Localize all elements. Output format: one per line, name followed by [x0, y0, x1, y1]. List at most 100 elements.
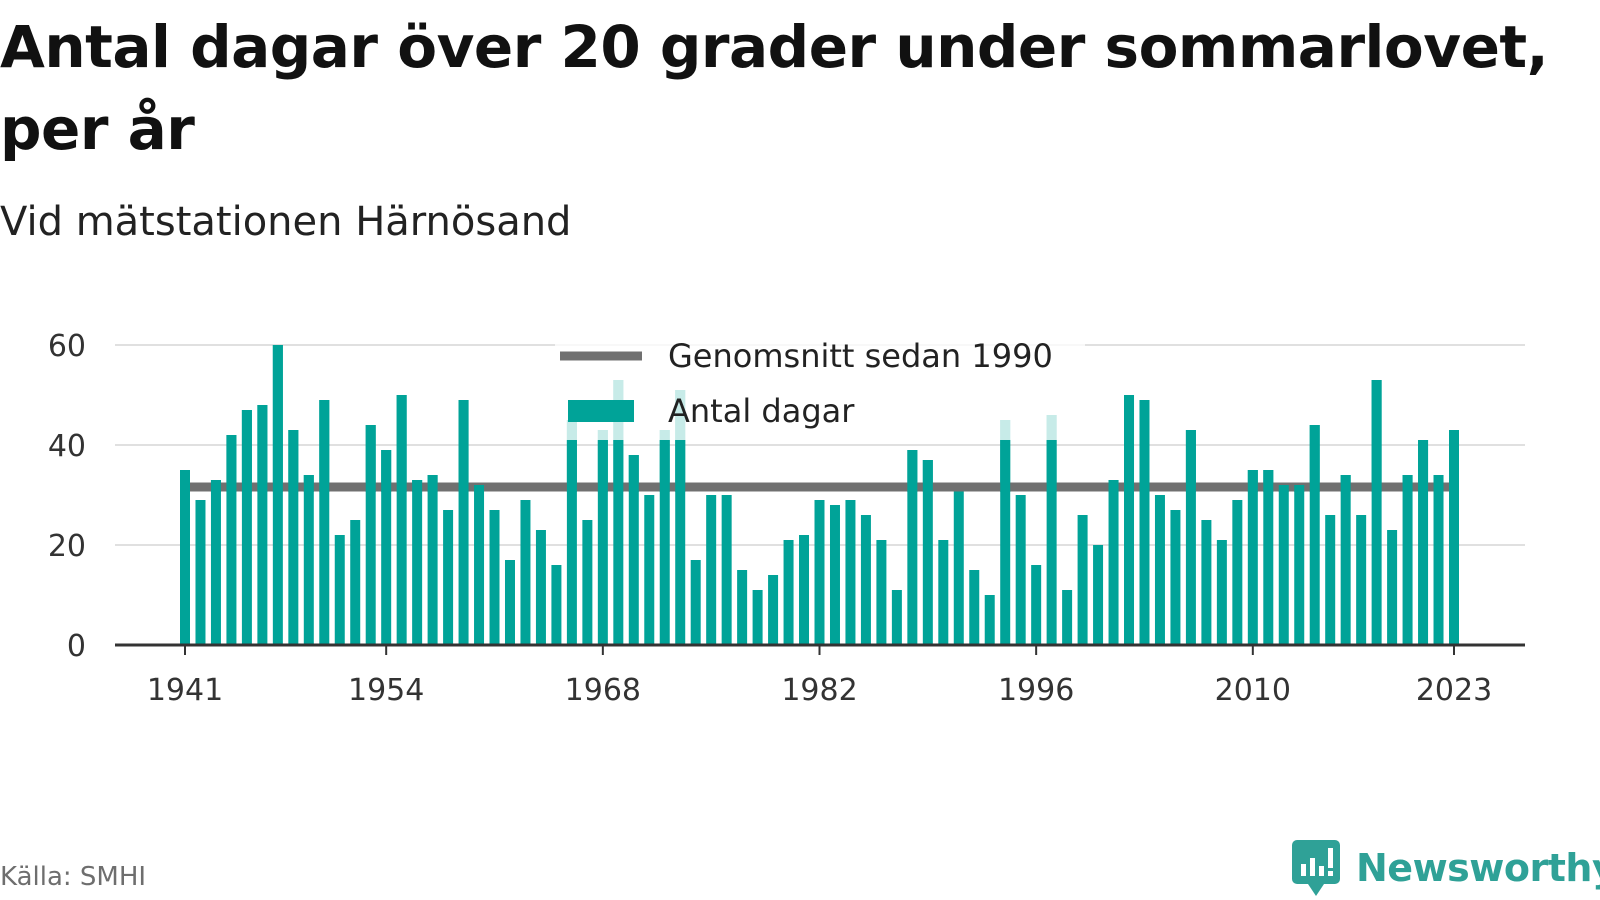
bar-2012: [1278, 485, 1289, 645]
bar-1999: [1077, 515, 1088, 645]
brand-logo: Newsworthy: [1290, 838, 1600, 898]
bar-1956: [412, 480, 423, 645]
bar-2018: [1371, 380, 1382, 645]
bar-overlay-1970: [628, 455, 639, 492]
bar-overlay-1959: [458, 400, 469, 492]
bar-overlay-1997: [1046, 415, 1057, 492]
bar-overlay-1954: [381, 450, 392, 492]
bar-1957: [427, 475, 438, 645]
bar-1995: [1015, 495, 1026, 645]
bar-2011: [1263, 470, 1274, 645]
bar-overlay-1968: [597, 430, 608, 492]
bar-1984: [845, 500, 856, 645]
bar-1958: [443, 510, 454, 645]
bar-1994: [1000, 420, 1011, 645]
bar-1997: [1046, 415, 1057, 645]
bar-overlay-1941: [180, 470, 190, 492]
bar-2001: [1108, 480, 1119, 645]
bar-1988: [907, 450, 918, 645]
bar-overlay-2014: [1309, 425, 1320, 492]
bar-1980: [783, 540, 794, 645]
bar-overlay-1947: [272, 345, 283, 492]
bar-overlay-2022: [1433, 475, 1444, 492]
bar-1950: [319, 400, 330, 645]
bar-1990: [938, 540, 949, 645]
bar-overlay-1994: [1000, 420, 1011, 492]
bar-2004: [1154, 495, 1165, 645]
bar-1953: [365, 425, 376, 645]
bar-1963: [520, 500, 531, 645]
legend-average-label: Genomsnitt sedan 1990: [668, 337, 1053, 375]
bar-1985: [860, 515, 871, 645]
bar-1955: [396, 395, 407, 645]
bar-1947: [272, 345, 283, 645]
bar-1944: [226, 435, 237, 645]
bar-1989: [922, 460, 933, 645]
bar-1961: [489, 510, 500, 645]
x-tick-label: 2010: [1215, 673, 1291, 708]
bar-overlay-1989: [922, 460, 933, 492]
x-tick-label: 1968: [565, 673, 641, 708]
legend-halo: [555, 328, 1085, 440]
bar-overlay-1945: [241, 410, 252, 492]
bar-1949: [303, 475, 314, 645]
bar-1968: [597, 430, 608, 645]
bar-2019: [1387, 530, 1398, 645]
bar-1981: [799, 535, 810, 645]
bar-1977: [737, 570, 748, 645]
bar-1962: [504, 560, 515, 645]
bar-1996: [1031, 565, 1042, 645]
x-tick-label: 2023: [1416, 673, 1492, 708]
x-tick-label: 1982: [781, 673, 857, 708]
bar-2008: [1216, 540, 1227, 645]
bar-2022: [1433, 475, 1444, 645]
bar-2002: [1124, 395, 1135, 645]
bar-1979: [768, 575, 779, 645]
bar-overlay-1953: [365, 425, 376, 492]
bar-overlay-2012: [1278, 485, 1289, 492]
bar-1993: [984, 595, 995, 645]
bar-overlay-2023: [1449, 430, 1459, 492]
newsworthy-logo-icon: [1292, 840, 1340, 896]
bar-1951: [334, 535, 345, 645]
source-note: Källa: SMHI: [0, 862, 147, 892]
bar-1945: [241, 410, 252, 645]
bar-1942: [195, 500, 206, 645]
bar-2015: [1325, 515, 1336, 645]
bars: [180, 345, 1459, 645]
x-tick-label: 1954: [348, 673, 424, 708]
y-tick-label: 60: [48, 329, 86, 364]
bar-1943: [210, 480, 221, 645]
bar-overlay-2020: [1402, 475, 1413, 492]
bar-1941: [180, 470, 190, 645]
bar-2005: [1170, 510, 1181, 645]
bar-1986: [876, 540, 887, 645]
bar-overlay-2021: [1418, 440, 1429, 492]
bar-2016: [1340, 475, 1351, 645]
axes: 0 20 40 60 1941 1954 1968 1982 1996 2010 2023: [48, 329, 1525, 708]
bar-1992: [969, 570, 980, 645]
bar-1964: [535, 530, 546, 645]
bar-overlay-2003: [1139, 400, 1150, 492]
bar-1967: [582, 520, 593, 645]
bar-overlay-1960: [474, 485, 485, 492]
bar-2000: [1093, 545, 1104, 645]
bar-1959: [458, 400, 469, 645]
bar-1966: [566, 420, 577, 645]
bar-1991: [953, 490, 964, 645]
bar-1987: [891, 590, 902, 645]
bar-overlay-2011: [1263, 470, 1274, 492]
bar-overlay-1943: [210, 480, 221, 492]
bar-1971: [644, 495, 655, 645]
bar-2013: [1294, 485, 1305, 645]
bar-2021: [1418, 440, 1429, 645]
bar-overlay-1956: [412, 480, 423, 492]
chart-subtitle: Vid mätstationen Härnösand: [0, 199, 572, 245]
bar-overlay-2001: [1108, 480, 1119, 492]
bar-1946: [257, 405, 268, 645]
x-tick-label: 1941: [147, 673, 223, 708]
bar-overlay-1957: [427, 475, 438, 492]
bar-2009: [1232, 500, 1243, 645]
bar-1975: [706, 495, 717, 645]
bar-overlay-1972: [659, 430, 670, 492]
